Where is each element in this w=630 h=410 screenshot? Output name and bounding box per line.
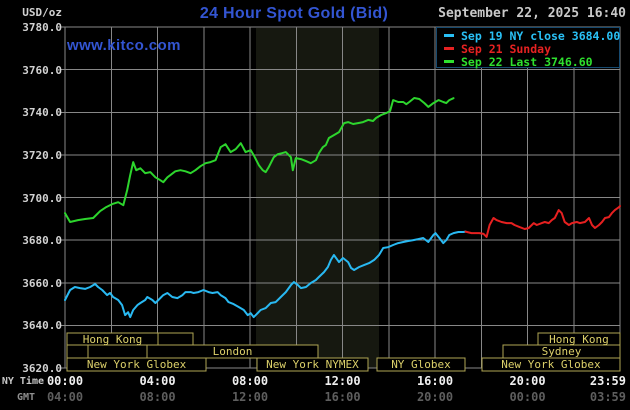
chart-datetime: September 22, 2025 16:40 [438,6,626,21]
y-tick-label: 3680.0 [22,234,62,248]
legend-dash-icon [444,34,454,37]
kitco-watermark: www.kitco.com [67,37,181,54]
y-axis-units-label: USD/oz [22,6,62,19]
x-tick-label-ny: 00:00 [46,374,84,388]
session-box [66,357,207,372]
x-tick-label-ny: 04:00 [139,374,176,388]
session-label-hong-kong: Hong Kong [549,332,609,346]
session-box [146,344,319,359]
x-tick-label-ny: 20:00 [509,374,546,388]
y-tick-label: 3660.0 [22,276,62,290]
session-label-new-york-globex: New York Globex [501,358,601,371]
x-tick-label-gmt: 20:00 [416,390,454,404]
y-tick-label: 3780.0 [22,21,62,34]
legend-label: Sep 22 Last 3746.60 [461,54,593,69]
x-tick-label-ny: 23:59 [589,374,626,388]
legend-label: Sep 19 NY close 3684.00 [461,28,621,43]
x-axis-gmt-label: GMT [16,392,35,403]
legend-label: Sep 21 Sunday [461,41,552,56]
x-tick-label-ny: 16:00 [416,374,454,388]
session-label-ny-globex: NY Globex [391,358,451,371]
session-box [66,344,89,359]
x-tick-label-ny: 12:00 [324,374,361,388]
y-tick-label: 3760.0 [22,63,62,77]
legend-row-sep22: Sep 22 Last 3746.60 [437,55,619,68]
y-tick-label: 3640.0 [22,319,62,333]
session-box [157,332,194,346]
legend-row-sep19: Sep 19 NY close 3684.00 [437,28,621,43]
x-tick-label-gmt: 16:00 [324,390,361,404]
legend: Sep 19 NY close 3684.00 Sep 21 Sunday Se… [436,27,620,68]
legend-dash-icon [444,47,454,50]
x-tick-label-gmt: 04:00 [46,390,84,404]
x-tick-label-gmt: 03:59 [589,390,626,404]
session-label-sydney: Sydney [541,345,582,358]
session-box [376,357,466,372]
y-tick-label: 3700.0 [22,191,62,205]
y-tick-label: 3740.0 [22,106,62,120]
x-tick-label-gmt: 00:00 [509,390,546,404]
x-axis-ny-time-label: NY Time [1,376,44,387]
session-label-new-york-nymex: New York NYMEX [266,358,359,371]
y-tick-label: 3720.0 [22,148,62,162]
session-label-new-york-globex: New York Globex [86,358,187,371]
series-line-sep-19-ny-close-3684.00 [64,230,467,319]
session-label-hong-kong: Hong Kong [82,332,143,346]
x-tick-label-gmt: 12:00 [231,390,269,404]
session-box [481,357,621,372]
session-label-london: London [212,345,253,358]
series-line-sep-21-sunday [464,205,621,238]
session-box [256,357,369,372]
page-title: 24 Hour Spot Gold (Bid) [199,5,389,22]
y-tick-label: 3620.0 [22,362,62,375]
series-line-sep-22-last-3746.60 [64,97,455,223]
x-tick-label-gmt: 08:00 [139,390,176,404]
session-box [87,344,148,359]
x-tick-label-ny: 08:00 [231,374,269,388]
legend-dash-icon [444,60,454,63]
legend-row-sep21: Sep 21 Sunday [437,42,619,55]
